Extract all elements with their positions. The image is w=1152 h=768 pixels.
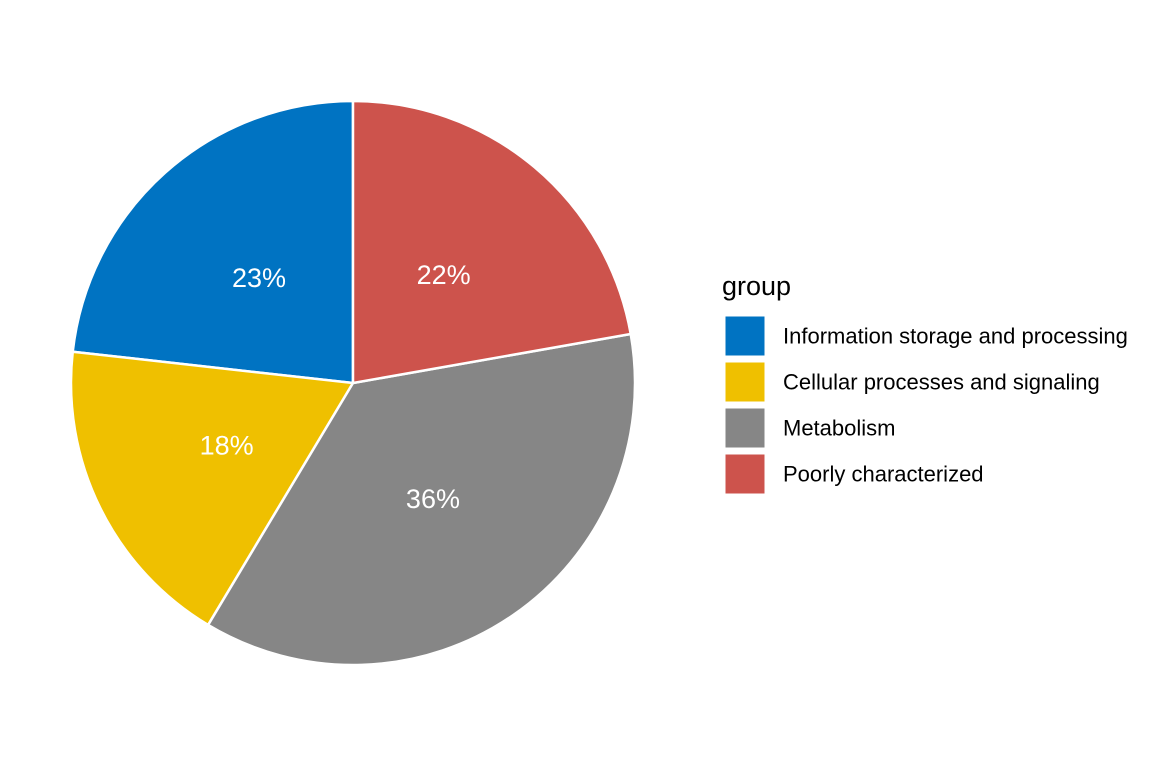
slice-percent-label: 36% (406, 484, 460, 514)
pie-slice-information-storage-and-processing (71, 99, 355, 385)
slice-percent-label: 23% (232, 263, 286, 293)
legend-title: group (722, 271, 791, 301)
pie-slice-labels: 23% 18% 36% 22% (200, 260, 471, 514)
legend: group Information storage and processing… (722, 271, 1128, 495)
legend-swatch (724, 315, 766, 357)
pie-slice-cellular-processes-and-signaling (69, 350, 355, 627)
legend-swatch (724, 361, 766, 403)
pie-slice-metabolism (206, 332, 637, 667)
legend-items: Information storage and processing Cellul… (724, 315, 1128, 495)
legend-label: Information storage and processing (783, 324, 1128, 349)
pie-slice-poorly-characterized (351, 99, 632, 385)
legend-swatch (724, 453, 766, 495)
pie-slices (69, 99, 637, 667)
slice-percent-label: 22% (417, 260, 471, 290)
legend-label: Metabolism (783, 416, 895, 441)
slice-percent-label: 18% (200, 431, 254, 461)
legend-label: Cellular processes and signaling (783, 370, 1100, 395)
legend-swatch (724, 407, 766, 449)
legend-label: Poorly characterized (783, 462, 984, 487)
